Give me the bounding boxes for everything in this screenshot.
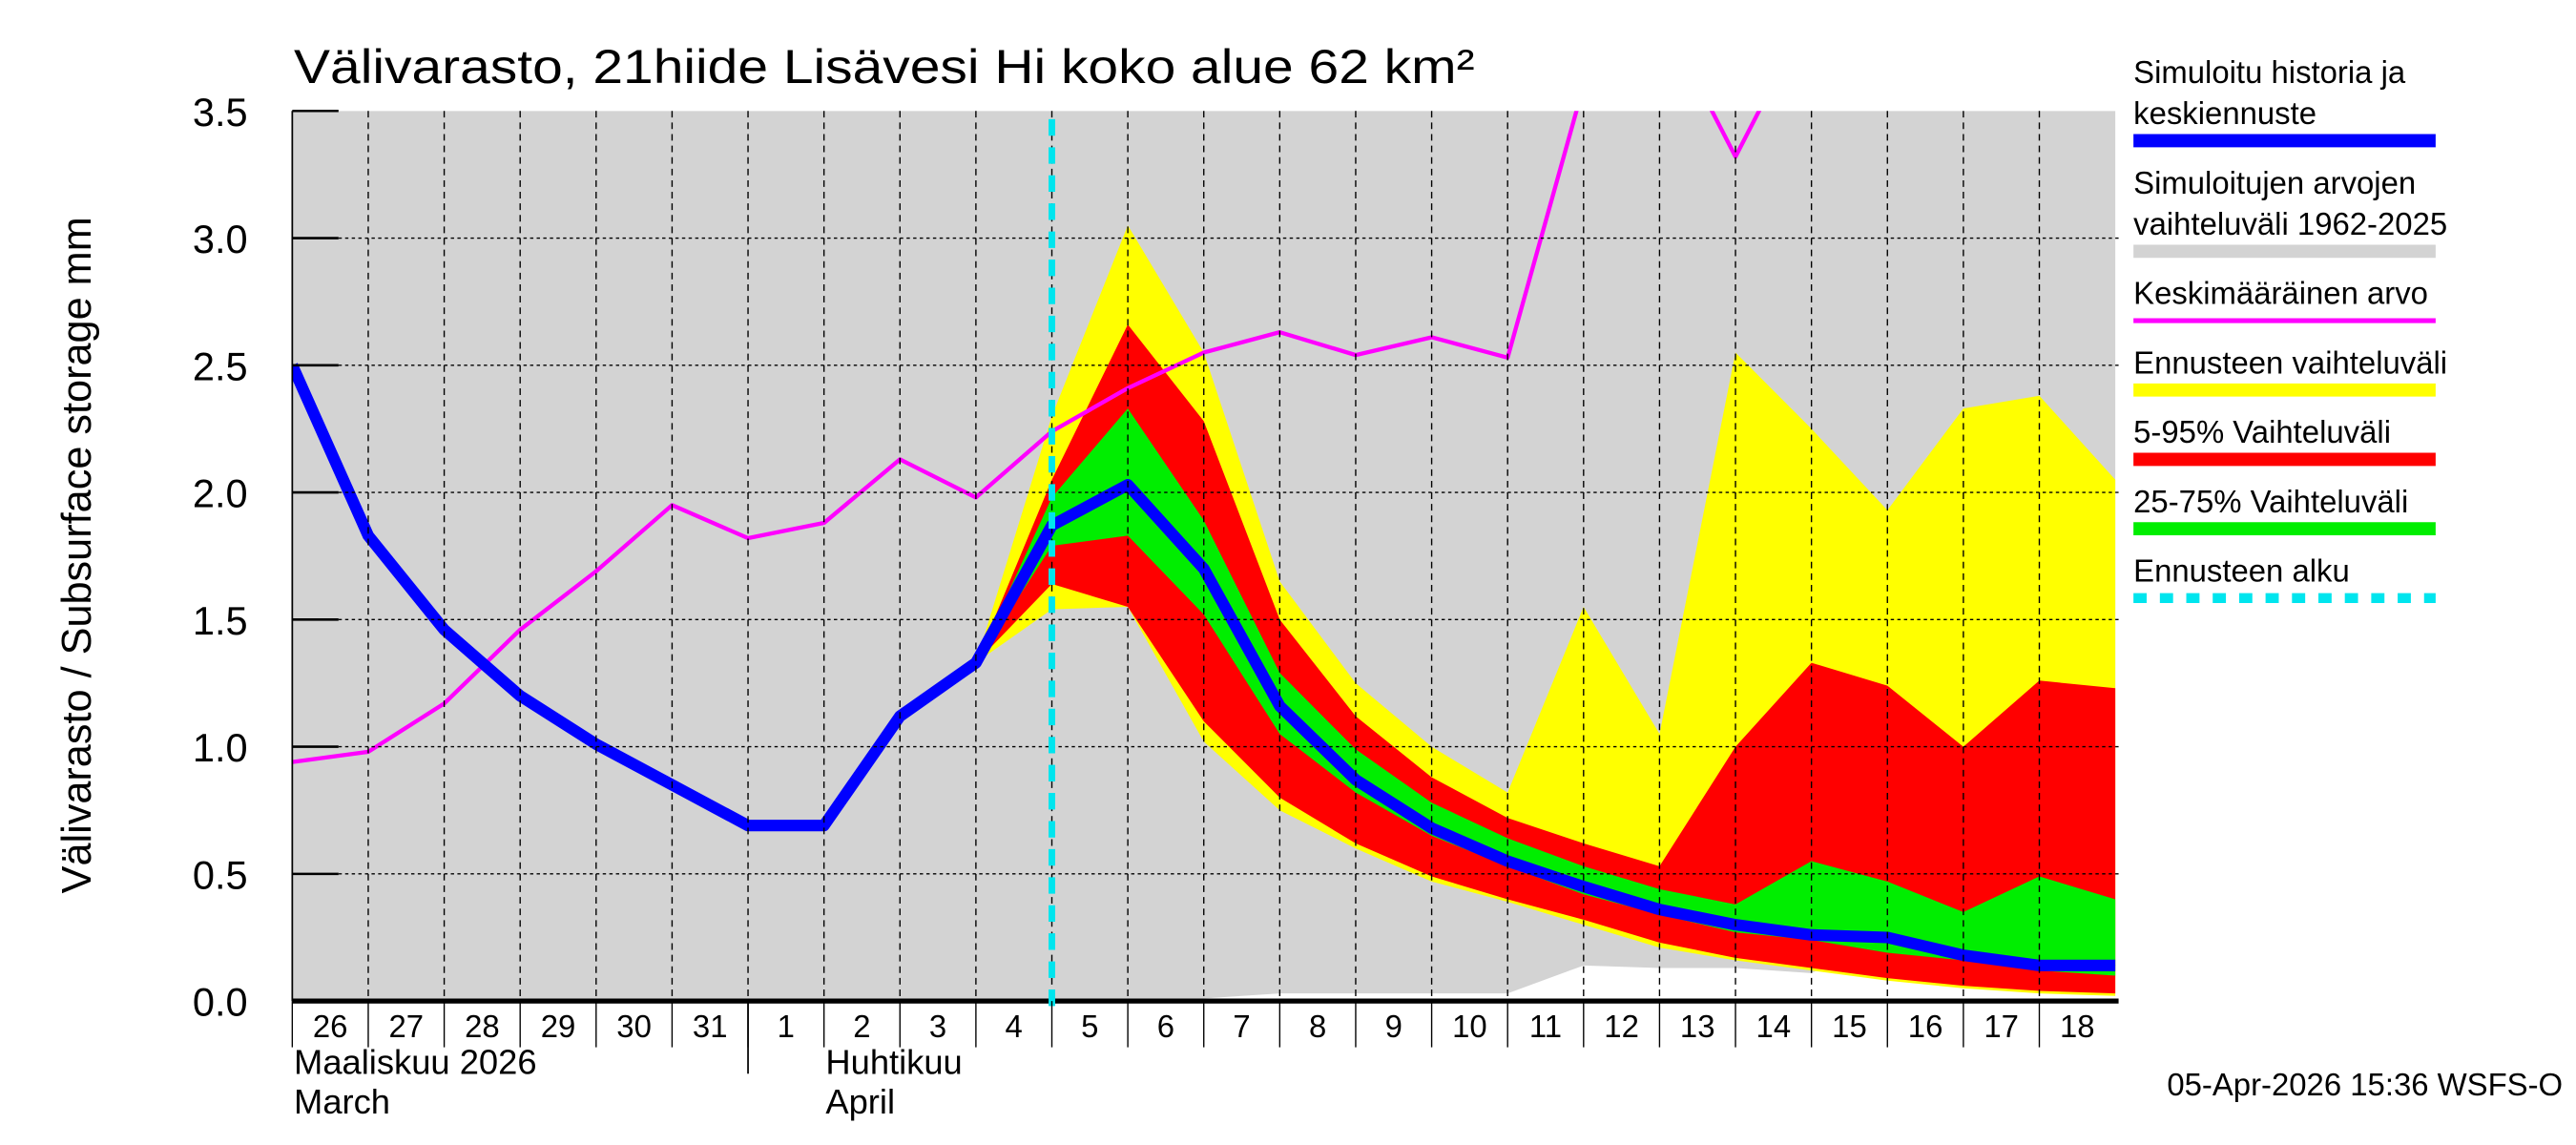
x-tick-label: 15 [1832, 1009, 1867, 1044]
y-axis-label: Välivarasto / Subsurface storage mm [54, 217, 100, 893]
y-tick-label: 3.5 [193, 90, 248, 135]
legend: Simuloitu historia ja keskiennuste Simuloi… [2133, 54, 2447, 604]
x-tick-label: 17 [1984, 1009, 2019, 1044]
y-tick-label: 2.0 [193, 471, 248, 516]
x-tick-label: 3 [929, 1009, 946, 1044]
x-tick-label: 2 [853, 1009, 870, 1044]
legend-label: Ennusteen vaihteluväli [2133, 344, 2447, 380]
x-tick-label: 10 [1452, 1009, 1487, 1044]
legend-label: keskiennuste [2133, 95, 2316, 131]
footer-timestamp: 05-Apr-2026 15:36 WSFS-O [2167, 1067, 2563, 1102]
legend-label: Keskimääräinen arvo [2133, 276, 2428, 311]
legend-label: Simuloitu historia ja [2133, 54, 2406, 90]
y-tick-label: 2.5 [193, 344, 248, 388]
x-tick-label: 30 [616, 1009, 652, 1044]
x-tick-label: 11 [1529, 1009, 1562, 1044]
x-tick-label: 6 [1157, 1009, 1174, 1044]
x-tick-label: 14 [1756, 1009, 1792, 1044]
x-tick-label: 29 [541, 1009, 576, 1044]
chart-title: Välivarasto, 21hiide Lisävesi Hi koko al… [294, 40, 1474, 94]
x-tick-label: 5 [1081, 1009, 1098, 1044]
x-tick-label: 7 [1233, 1009, 1250, 1044]
x-tick-label: 31 [693, 1009, 728, 1044]
legend-label: vaihteluväli 1962-2025 [2133, 206, 2447, 241]
x-tick-label: 1 [778, 1009, 795, 1044]
x-tick-label: 13 [1680, 1009, 1715, 1044]
x-tick-label: 28 [465, 1009, 500, 1044]
legend-label: 25-75% Vaihteluväli [2133, 484, 2408, 519]
y-tick-label: 0.5 [193, 852, 248, 897]
x-tick-label: 26 [313, 1009, 348, 1044]
x-tick-label: 27 [388, 1009, 424, 1044]
month-label: March [294, 1082, 390, 1121]
x-tick-label: 18 [2060, 1009, 2095, 1044]
band-25-75-vaihteluv-li [975, 408, 2116, 976]
legend-label: Ennusteen alku [2133, 553, 2350, 589]
legend-label: 5-95% Vaihteluväli [2133, 414, 2391, 449]
x-tick-label: 4 [1006, 1009, 1023, 1044]
y-tick-label: 1.5 [193, 598, 248, 643]
x-tick-label: 9 [1385, 1009, 1402, 1044]
y-tick-label: 1.0 [193, 725, 248, 770]
month-label: April [825, 1082, 895, 1121]
month-label: Huhtikuu [825, 1042, 962, 1081]
month-label: Maaliskuu 2026 [294, 1042, 536, 1081]
x-tick-label: 12 [1604, 1009, 1639, 1044]
x-tick-label: 16 [1908, 1009, 1943, 1044]
legend-label: Simuloitujen arvojen [2133, 165, 2416, 200]
axes: 0.00.51.01.52.02.53.03.526 27 28 29 30 31 1 2 3 4… [193, 90, 2119, 1121]
band-5-95-vaihteluv-li [975, 324, 2116, 994]
x-tick-label: 8 [1309, 1009, 1326, 1044]
y-tick-label: 3.0 [193, 217, 248, 261]
y-tick-label: 0.0 [193, 980, 248, 1025]
